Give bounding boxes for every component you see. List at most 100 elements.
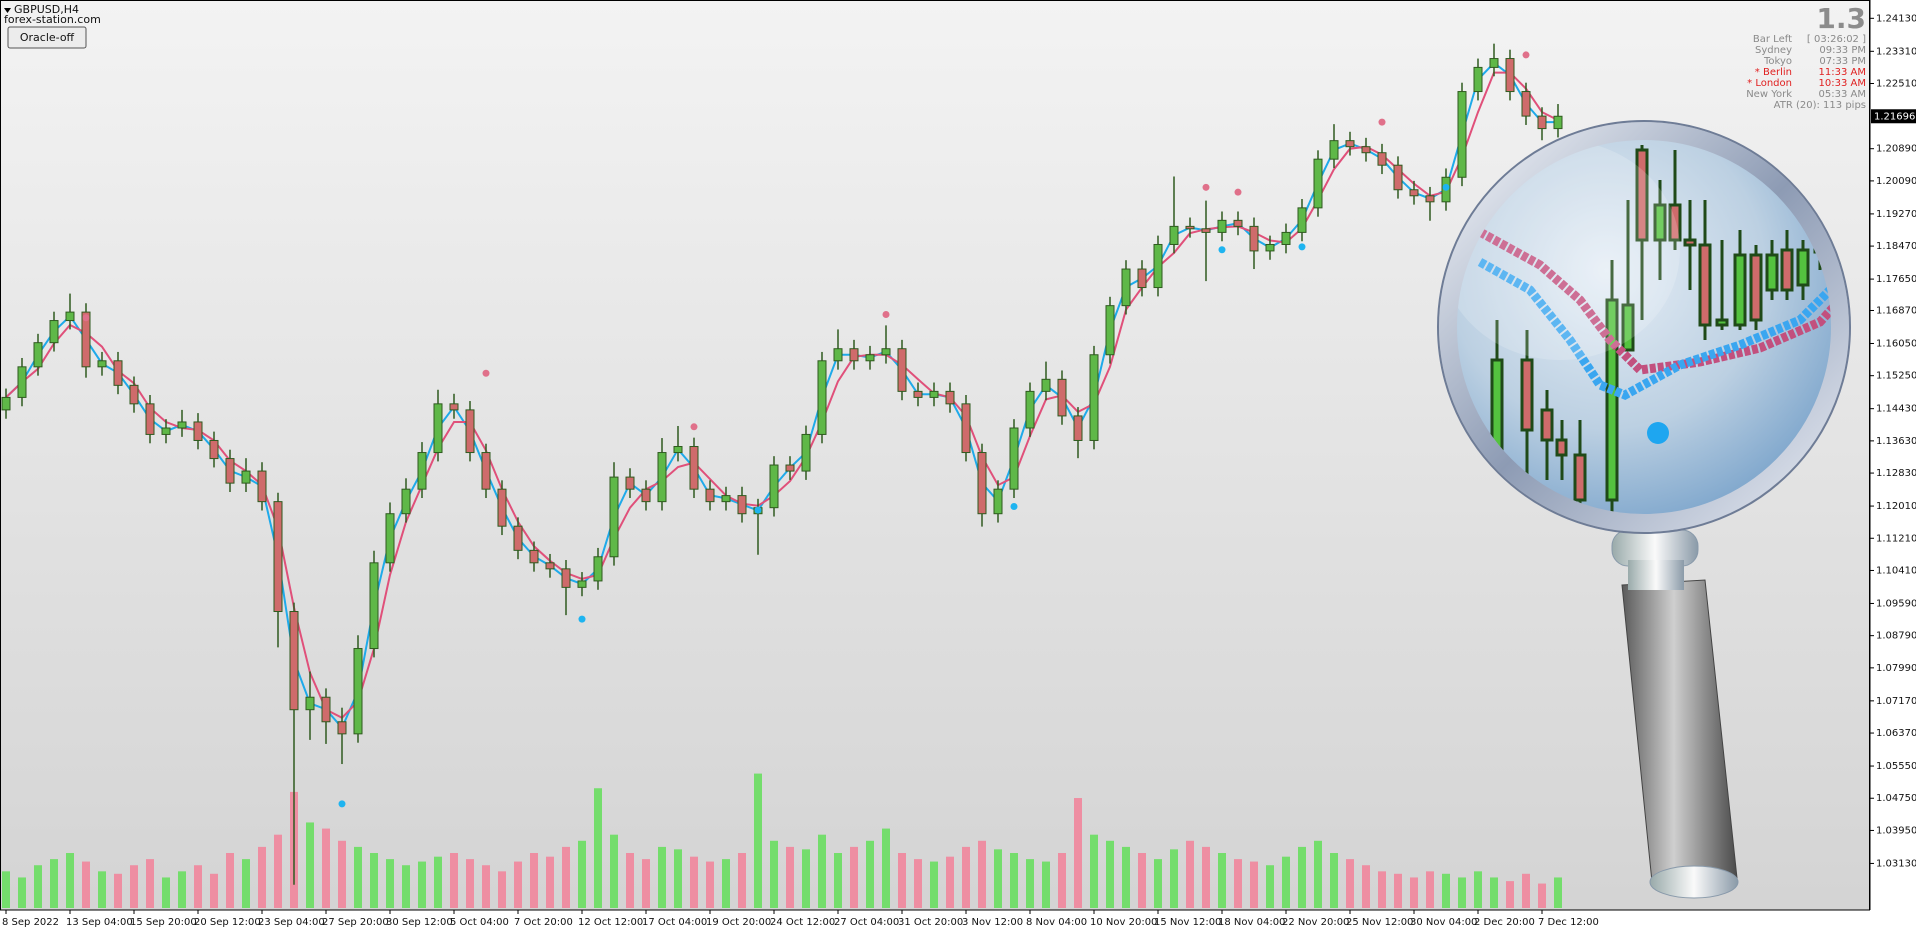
volume-bar [690,856,698,908]
volume-bar [466,859,474,908]
y-tick-label: 1.15250 [1876,371,1916,382]
current-price-label: 1.21696 [1874,111,1915,122]
volume-bar [402,865,410,908]
candle-body [1089,354,1099,441]
y-tick-label: 1.03130 [1876,858,1916,869]
volume-bar [1330,853,1338,908]
x-tick-label: 25 Nov 12:00 [1346,917,1413,928]
candle-body [1249,225,1259,252]
candle-body [1297,207,1307,233]
candle-body [865,354,875,362]
volume-bar [674,849,682,908]
candle-body [1233,219,1243,227]
volume-bar [706,861,714,908]
volume-bar [1250,861,1258,908]
buy-signal [1218,246,1226,254]
y-tick-label: 1.07170 [1876,696,1916,707]
watermark: forex-station.com [4,13,101,26]
clock-city: * London [1747,78,1792,89]
candle-body [785,464,795,472]
candle-body [497,488,507,527]
candle-body [673,446,683,454]
candle-body [1473,66,1483,93]
candle-body [897,348,907,392]
candle-body [49,320,59,344]
y-tick-label: 1.13630 [1876,436,1916,447]
candle-body [737,495,747,515]
volume-bar [274,834,282,908]
candle-body [1057,378,1067,417]
candle-body [961,403,971,454]
x-tick-label: 15 Sep 20:00 [130,917,197,928]
volume-bar [818,834,826,908]
volume-bar [1026,859,1034,908]
candle-body [1105,305,1115,356]
oracle-button[interactable] [7,26,87,49]
candle-body [513,525,523,551]
volume-bar [530,853,538,908]
volume-bar [1042,861,1050,908]
volume-bar [1186,840,1194,908]
volume-bar [194,865,202,908]
x-tick-label: 5 Oct 04:00 [450,917,509,928]
x-tick-label: 20 Sep 12:00 [194,917,261,928]
lens-rim [1439,122,1849,532]
candle-body [1,396,11,411]
candle-body [881,348,891,356]
x-tick-label: 8 Sep 2022 [2,917,59,928]
volume-bar [1314,840,1322,908]
lens-rim-edge [1437,120,1851,534]
candle-body [705,488,715,503]
volume-bar [450,853,458,908]
candle-body [1553,115,1563,130]
candle-body [273,501,283,613]
volume-bar [1282,856,1290,908]
buy-signal [1442,183,1450,191]
volume-bar [882,828,890,908]
volume-bar [498,871,506,908]
volume-bar [786,846,794,908]
candle-body [1521,91,1531,117]
y-tick-label: 1.03950 [1876,825,1916,836]
buy-signal [338,800,346,808]
atr: ATR (20): 113 pips [1774,100,1866,111]
buy-signal [754,506,762,514]
volume-bar [354,846,362,908]
x-tick-label: 8 Nov 04:00 [1026,917,1087,928]
volume-bar [1074,798,1082,908]
sell-signal [82,314,90,322]
x-tick-label: 3 Nov 12:00 [962,917,1023,928]
candle-body [209,439,219,460]
volume-bar [386,859,394,908]
y-tick-label: 1.16050 [1876,338,1916,349]
volume-bar [1154,859,1162,908]
volume-bar [66,853,74,908]
y-tick-label: 1.12830 [1876,468,1916,479]
sell-signal [482,369,490,377]
volume-bar [306,822,314,908]
candle-body [305,696,315,711]
volume-bar [226,853,234,908]
y-tick-label: 1.22510 [1876,79,1916,90]
volume-bar [1138,853,1146,908]
bar-left: [ 03:26:02 ] [1807,34,1866,45]
sell-signal [1378,118,1386,126]
volume-bar [114,873,122,908]
candle-body [593,556,603,582]
symbol-menu-arrow[interactable] [4,8,11,13]
clock-time: 09:33 PM [1819,45,1866,56]
volume-bar [82,861,90,908]
volume-bar [1170,849,1178,908]
y-tick-label: 1.20890 [1876,144,1916,155]
volume-bar [130,865,138,908]
y-tick-label: 1.11210 [1876,533,1916,544]
oracle-button-label[interactable]: Oracle-off [20,31,75,44]
clock-time: 10:33 AM [1819,78,1866,89]
volume-bar [562,846,570,908]
candle-body [849,348,859,362]
x-tick-label: 30 Nov 04:00 [1410,917,1477,928]
volume-bar [1122,846,1130,908]
volume-bar [1490,877,1498,908]
candle-body [257,470,267,503]
volume-bar [658,846,666,908]
